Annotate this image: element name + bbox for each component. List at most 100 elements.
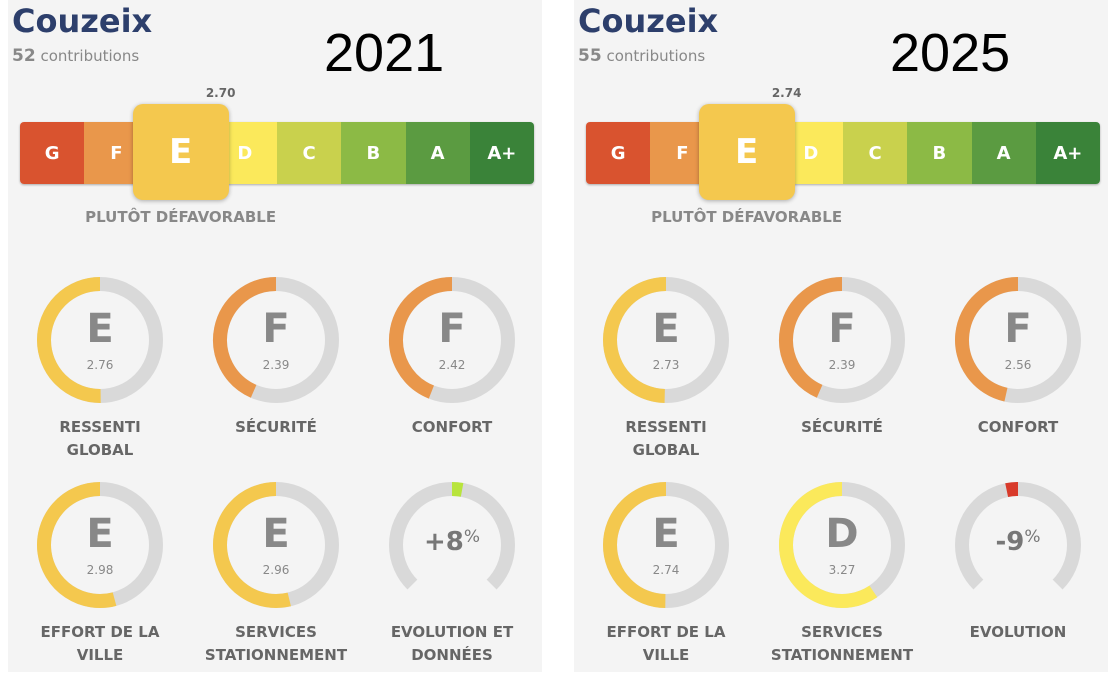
gauge-label: EFFORT DE LA VILLE: [40, 623, 160, 664]
gauge-grade: F: [262, 306, 290, 352]
gauge-arc: [213, 482, 291, 608]
gauge-grade: F: [828, 306, 856, 352]
gauge-score: 2.42: [438, 358, 466, 372]
evolution-unit: %: [463, 527, 481, 547]
gauge-label: SERVICES STATIONNEMENT: [770, 623, 914, 664]
grade-letter: F: [110, 142, 123, 164]
grade-letter: A+: [487, 142, 517, 164]
gauge-label: EVOLUTION ET DONNÉES: [390, 623, 514, 664]
gauge: [603, 482, 729, 608]
grade-segment: C: [843, 122, 908, 184]
gauge-grade: E: [652, 306, 680, 352]
gauge-grade: D: [825, 511, 859, 557]
evolution-unit: %: [1024, 527, 1041, 547]
gauge-arc: [955, 277, 1019, 402]
selected-grade: E: [698, 104, 795, 200]
gauge-label: EVOLUTION: [969, 623, 1067, 641]
gauge: [37, 277, 163, 403]
year-label: 2025: [890, 23, 1011, 83]
evolution-value: +8%: [387, 527, 517, 557]
grade-letter: G: [610, 142, 626, 164]
gauge-score: 2.39: [262, 358, 290, 372]
overall-score: 2.74: [771, 86, 802, 100]
gauge-arc: [37, 482, 117, 608]
grade-segment: C: [277, 122, 342, 184]
gauge-arc: [213, 277, 277, 398]
gauge-arc: [37, 277, 101, 403]
gauge: [213, 277, 339, 403]
evolution-number: -9: [995, 527, 1025, 557]
gauge-arc: [389, 277, 453, 399]
grade-letter: D: [237, 142, 253, 164]
gauge-score: 2.76: [86, 358, 114, 372]
selected-grade: E: [132, 104, 229, 200]
gauge-label: SERVICES STATIONNEMENT: [204, 623, 348, 664]
grade-letter: G: [44, 142, 60, 164]
gauge-arc: [779, 482, 878, 608]
gauge-label: RESSENTI GLOBAL: [59, 418, 141, 459]
gauge-score: 2.96: [262, 563, 290, 577]
grade-letter: A: [996, 142, 1011, 164]
evolution-value: -9%: [953, 527, 1083, 557]
grade-segment: G: [20, 122, 85, 184]
grade-letter: D: [803, 142, 819, 164]
gauge-label: CONFORT: [411, 418, 493, 436]
gauge: [955, 482, 1081, 590]
gauge: [955, 277, 1081, 403]
gauge-label: SÉCURITÉ: [235, 418, 317, 436]
grade-letter: C: [302, 142, 316, 164]
contributions-text: contributions: [606, 47, 706, 65]
gauge-grade: F: [438, 306, 466, 352]
contributions: 52 contributions: [12, 46, 139, 66]
grade-letter: F: [676, 142, 689, 164]
gauge-grade: E: [86, 306, 114, 352]
grade-segment: B: [907, 122, 972, 184]
overall-score: 2.70: [205, 86, 236, 100]
gauge-label: CONFORT: [977, 418, 1059, 436]
contributions: 55 contributions: [578, 46, 705, 66]
gauge: [213, 482, 339, 608]
grade-letter: B: [366, 142, 381, 164]
contributions-text: contributions: [40, 47, 140, 65]
gauge-score: 2.74: [652, 563, 680, 577]
gauge: [389, 482, 515, 590]
gauge: [603, 277, 729, 403]
gauge: [779, 482, 905, 608]
grade-letter: B: [932, 142, 947, 164]
gauge-grade: F: [1004, 306, 1032, 352]
gauge-score: 2.39: [828, 358, 856, 372]
grade-segment: A+: [1035, 122, 1100, 184]
gauge-arc: [603, 277, 667, 403]
grade-bar: G F D C B A A+: [20, 122, 534, 184]
grade-segment: A: [971, 122, 1036, 184]
city-name: Couzeix: [12, 2, 153, 40]
grade-segment: G: [586, 122, 651, 184]
evolution-marker: [451, 482, 464, 497]
gauge: [37, 482, 163, 608]
grade-letter: A+: [1053, 142, 1083, 164]
gauge-grade: E: [652, 511, 680, 557]
evolution-marker: [1005, 482, 1019, 498]
gauge-arc: [603, 482, 667, 608]
panel: Couzeix 55 contributions 2025 G F D C B A A+ E 2.74…: [574, 0, 1108, 672]
gauge: [779, 277, 905, 403]
gauge-grade: E: [86, 511, 114, 557]
verdict: PLUTÔT DÉFAVORABLE: [651, 208, 843, 226]
panel: Couzeix 52 contributions 2021 G F D C B A A+ E 2.70…: [8, 0, 542, 672]
grade-bar: G F D C B A A+: [586, 122, 1100, 184]
contributions-count: 52: [12, 46, 36, 66]
city-name: Couzeix: [578, 2, 719, 40]
gauge-label: EFFORT DE LA VILLE: [606, 623, 726, 664]
gauge-grade: E: [262, 511, 290, 557]
gauge-score: 2.98: [86, 563, 114, 577]
evolution-number: +8: [423, 527, 464, 557]
grade-segment: B: [341, 122, 406, 184]
gauge: [389, 277, 515, 403]
gauge-score: 2.73: [652, 358, 680, 372]
gauge-label: SÉCURITÉ: [801, 418, 883, 436]
year-label: 2021: [324, 23, 445, 83]
grade-segment: A+: [469, 122, 534, 184]
gauge-arc: [779, 277, 843, 398]
gauge-label: RESSENTI GLOBAL: [625, 418, 707, 459]
